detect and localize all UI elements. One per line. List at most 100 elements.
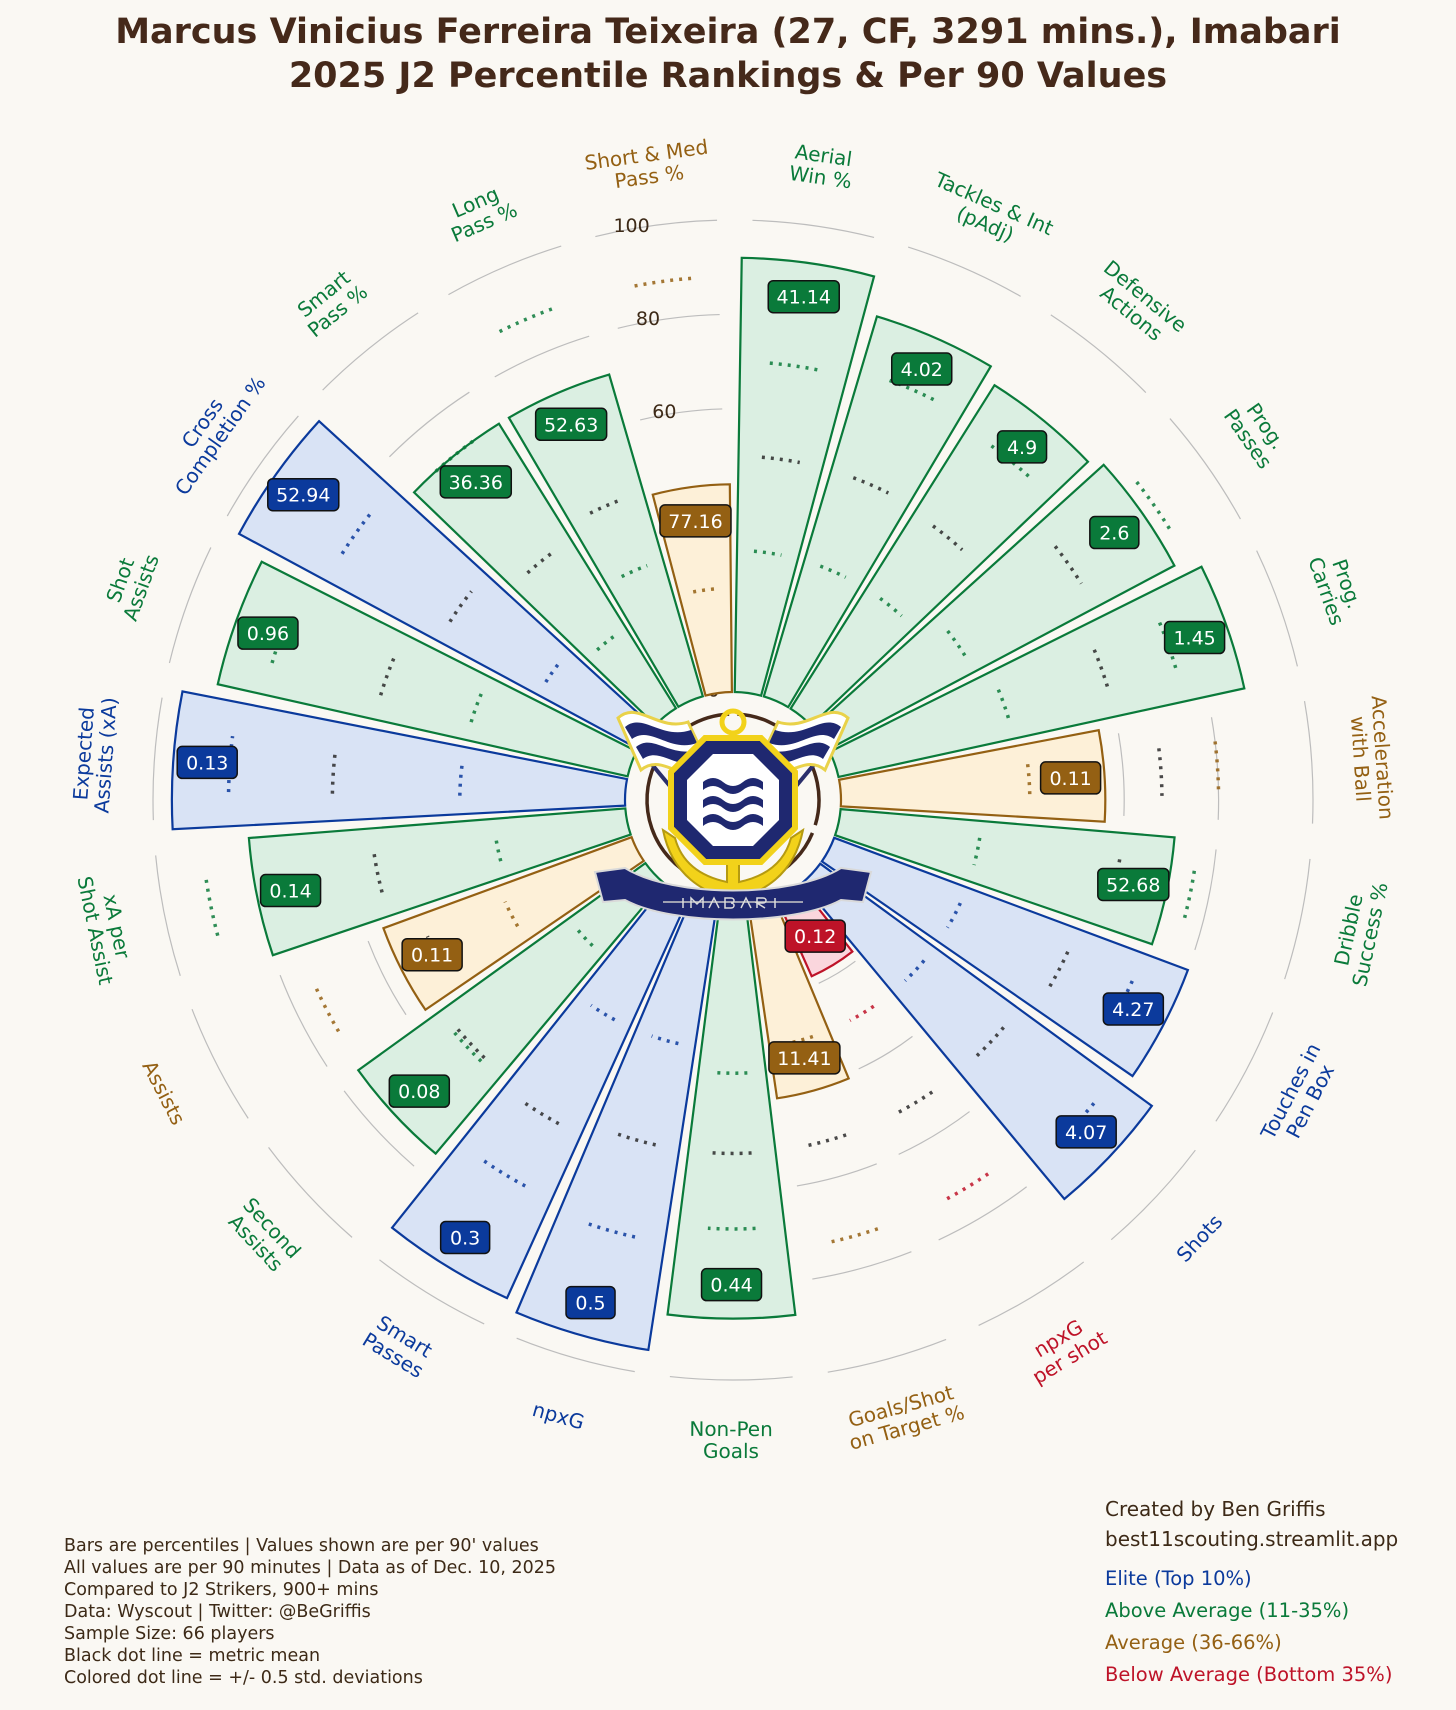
value-badge <box>659 504 732 538</box>
title-line-1: Marcus Vinicius Ferreira Teixeira (27, C… <box>115 12 1341 52</box>
gridline-arc <box>1215 1012 1274 1122</box>
value-badge <box>565 1285 616 1320</box>
plus-half-std-dots <box>586 1221 636 1239</box>
gridline-arc <box>1117 733 1125 816</box>
legend-above-average: Above Average (11-35%) <box>1105 1599 1350 1622</box>
percentile-bar <box>216 560 639 778</box>
value-label: 0.44 <box>710 1275 752 1297</box>
value-label: 0.11 <box>1049 768 1091 790</box>
minus-half-std-dots <box>819 564 847 579</box>
minus-half-std-dots <box>996 689 1011 721</box>
gridline-arc <box>494 335 590 378</box>
value-badge <box>237 616 299 650</box>
minus-half-std-dots <box>879 596 903 618</box>
mean-dots <box>448 590 473 623</box>
mean-dots <box>852 476 890 495</box>
radial-tick-label: 80 <box>636 308 660 330</box>
metric-label: npxG <box>530 1397 587 1434</box>
value-badge <box>1102 992 1165 1026</box>
mean-dots <box>456 1027 486 1060</box>
plus-half-std-dots <box>707 1226 756 1231</box>
percentile-bar <box>733 256 876 698</box>
minus-half-std-dots <box>458 765 464 796</box>
metric-label: Non-Pen Goals <box>689 1417 773 1463</box>
note-line: Compared to J2 Strikers, 900+ mins <box>64 1580 379 1600</box>
minus-half-std-dots <box>544 660 562 683</box>
plus-half-std-dots <box>340 510 374 555</box>
plus-half-std-dots <box>828 1227 879 1244</box>
mean-dots <box>931 524 964 552</box>
metric-label: SecondAssists <box>222 1193 306 1278</box>
metric-label: xA perShot Assist <box>72 870 139 987</box>
gridline-arc <box>1110 1149 1196 1241</box>
note-line: Bars are percentiles | Values shown are … <box>64 1536 539 1556</box>
legend-elite: Elite (Top 10%) <box>1105 1567 1252 1590</box>
mean-dots <box>1157 748 1164 796</box>
percentile-bar <box>837 728 1107 823</box>
plus-half-std-dots <box>990 444 1031 479</box>
minus-half-std-dots <box>1025 764 1032 798</box>
metric-label: LongPass % <box>439 177 521 247</box>
reference-dot-lines <box>204 276 1221 1244</box>
gridline-arc <box>978 1261 1085 1326</box>
value-badge <box>784 919 846 953</box>
gridline-arc <box>155 855 181 976</box>
legend-below-average: Below Average (Bottom 35%) <box>1105 1663 1393 1686</box>
gridline-arc <box>595 219 718 238</box>
mean-dots <box>975 1026 1005 1058</box>
gridline-arc <box>379 1259 485 1325</box>
value-label: 0.08 <box>398 1081 440 1103</box>
plus-half-std-dots <box>1181 870 1197 923</box>
gridline-arc <box>516 1337 635 1373</box>
mean-dots <box>526 550 556 575</box>
value-label: 0.12 <box>794 926 836 948</box>
minus-half-std-dots <box>946 629 967 657</box>
metric-label: Accelerationwith Ball <box>1345 695 1399 822</box>
value-label: 0.11 <box>411 945 453 967</box>
value-badge <box>259 873 322 908</box>
mean-dots <box>372 852 384 893</box>
value-badge <box>1163 620 1226 655</box>
value-label: 4.27 <box>1112 999 1154 1021</box>
value-badge <box>388 1074 451 1108</box>
percentile-bar <box>833 807 1176 946</box>
plus-half-std-dots <box>1213 741 1221 796</box>
value-label: 1.45 <box>1173 628 1215 650</box>
value-badge <box>1055 1115 1117 1149</box>
mean-dots <box>1047 951 1070 989</box>
percentile-bar <box>820 836 1190 1078</box>
value-badge <box>439 465 513 499</box>
gridline-arc <box>669 1375 793 1381</box>
value-label: 2.6 <box>1099 523 1129 545</box>
metric-label: Prog.Passes <box>1219 392 1295 473</box>
gridline-arc <box>279 974 328 1067</box>
metric-label: Shots <box>1172 1210 1228 1267</box>
title-line-2: 2025 J2 Percentile Rankings & Per 90 Val… <box>288 56 1168 96</box>
value-label: 4.9 <box>1007 437 1037 459</box>
mean-dots <box>807 1133 847 1148</box>
value-badge <box>401 937 463 972</box>
tier-legend: Elite (Top 10%) Above Average (11-35%) A… <box>1105 1563 1392 1691</box>
minus-half-std-dots <box>620 563 648 579</box>
value-label: 0.5 <box>575 1293 605 1315</box>
gridline-arc <box>812 1251 912 1280</box>
gridline-arc <box>1303 701 1314 824</box>
value-labels: 41.14 4.02 4.9 2.6 1.45 0.11 52.68 4.27 4.07 0.12… <box>176 279 1226 1320</box>
gridline-arc <box>827 1338 947 1373</box>
value-badge <box>1097 867 1170 902</box>
value-badge <box>996 430 1048 464</box>
mean-dots <box>1109 859 1122 903</box>
minus-half-std-dots <box>753 549 782 557</box>
gridline-arc <box>1050 314 1147 394</box>
value-badge <box>267 477 340 512</box>
value-badge <box>176 745 238 780</box>
note-line: Black dot line = metric mean <box>64 1646 321 1666</box>
gridline-arc <box>168 547 212 664</box>
note-line: Sample Size: 66 players <box>64 1624 275 1644</box>
minus-half-std-dots <box>596 634 616 652</box>
gridline-arc <box>191 1008 249 1119</box>
mean-dots <box>761 455 801 465</box>
gridline-arc <box>898 1111 970 1155</box>
plus-half-std-dots <box>313 985 341 1033</box>
